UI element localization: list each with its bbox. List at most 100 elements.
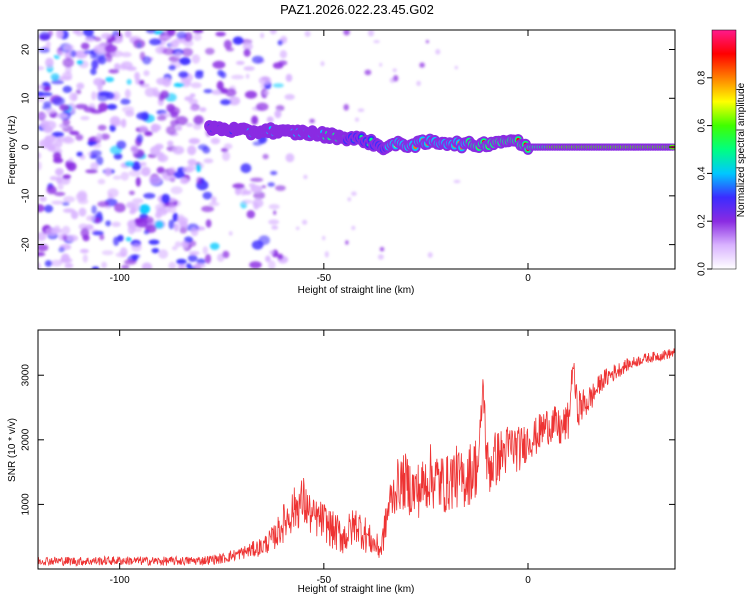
spectrogram-noise-cell xyxy=(160,35,172,40)
spectrogram-noise-cell xyxy=(38,161,42,171)
spectrogram-noise-cell xyxy=(97,82,103,92)
spectrogram-noise-cell xyxy=(285,73,293,82)
spectrogram-noise-cell xyxy=(76,82,85,90)
spectrogram-noise-cell xyxy=(162,77,172,87)
spectrogram-noise-cell xyxy=(39,196,47,202)
spectrogram-noise-cell xyxy=(91,266,100,269)
spectrogram-noise-cell xyxy=(114,202,126,213)
spectrogram-noise-cell xyxy=(168,64,176,71)
spectrogram-noise-cell xyxy=(258,76,272,85)
colorbar-tick-label: 0.4 xyxy=(697,166,708,180)
spectrogram-x-tick-label: -100 xyxy=(110,273,130,284)
spectrogram-noise-cell xyxy=(170,186,183,195)
colorbar-ticks: 0.0 0.2 0.4 0.6 0.8 xyxy=(697,70,712,276)
spectrogram-noise-cell xyxy=(127,224,136,235)
spectrogram-noise-cell xyxy=(435,49,441,55)
spectrogram-noise-cell xyxy=(269,250,275,255)
spectrogram-noise-cell xyxy=(70,49,77,58)
spectrogram-noise-cell xyxy=(275,185,286,192)
spectrogram-noise-cell xyxy=(260,32,265,39)
spectrogram-noise-cell xyxy=(76,151,83,157)
spectrogram-noise-cell xyxy=(379,62,383,67)
spectrogram-noise-cell xyxy=(69,130,80,136)
snr-y-tick-label: 2000 xyxy=(21,428,32,451)
spectrogram-noise-cell xyxy=(38,113,48,120)
spectrogram-noise-cell xyxy=(49,176,58,181)
spectrogram-noise-cell xyxy=(55,113,68,119)
spectrogram-noise-cell xyxy=(124,89,131,99)
spectrogram-x-tick-label: 0 xyxy=(525,273,531,284)
spectrogram-noise-cell xyxy=(90,67,97,76)
spectrogram-noise-cell xyxy=(93,36,102,42)
spectrogram-noise-cell xyxy=(94,217,101,224)
spectrogram-noise-cell xyxy=(70,210,79,220)
spectrogram-noise-cell xyxy=(272,83,284,88)
spectrogram-noise-cell xyxy=(220,71,227,79)
spectrogram-noise-cell xyxy=(187,254,198,262)
spectrogram-noise-cell xyxy=(141,262,153,269)
spectrogram-noise-cell xyxy=(251,115,259,125)
spectrogram-noise-cell xyxy=(195,164,202,173)
spectrogram-noise-cell xyxy=(62,119,71,126)
snr-x-tick-label: -100 xyxy=(110,575,130,586)
spectrogram-noise-cell xyxy=(175,116,188,126)
spectrogram-noise-cell xyxy=(136,133,144,144)
spectrogram-noise-cell xyxy=(65,234,79,242)
spectrogram-noise-cell xyxy=(61,253,70,263)
colorbar-tick-label: 0.8 xyxy=(697,70,708,84)
spectrogram-noise-cell xyxy=(157,152,165,162)
spectrogram-noise-cell xyxy=(266,116,274,123)
spectrogram-y-tick-label: -10 xyxy=(21,188,32,203)
spectrogram-noise-cell xyxy=(144,131,153,137)
spectrogram-y-tick-label: 0 xyxy=(21,144,32,150)
spectrogram-noise-cell xyxy=(97,56,107,65)
spectrogram-noise-cell xyxy=(175,51,182,59)
spectrogram-x-ticks: -100 -50 0 xyxy=(110,30,531,284)
spectrogram-noise-cell xyxy=(63,196,75,203)
spectrogram-noise-cell xyxy=(379,246,385,252)
spectrogram-noise-cell xyxy=(251,240,264,250)
spectrogram-noise-cell xyxy=(120,98,131,105)
spectrogram-noise-cell xyxy=(154,143,164,150)
spectrogram-noise-cell xyxy=(240,163,252,174)
spectrogram-noise-cell xyxy=(176,125,182,131)
spectrogram-noise-cell xyxy=(351,191,357,196)
spectrogram-noise-cell xyxy=(211,196,217,204)
spectrogram-noise-cell xyxy=(87,141,98,146)
spectrogram-noise-cell xyxy=(143,70,150,77)
spectrogram-noise-cell xyxy=(222,250,230,259)
spectrogram-noise-cell xyxy=(51,131,64,138)
spectrogram-noise-cell xyxy=(204,253,212,264)
spectrogram-noise-cell xyxy=(205,47,215,55)
spectrogram-noise-cell xyxy=(97,124,107,131)
spectrogram-noise-cell xyxy=(187,158,197,166)
spectrogram-noise-cell xyxy=(209,242,220,250)
spectrogram-noise-cell xyxy=(190,82,202,89)
spectrogram-noise-cell xyxy=(192,30,204,34)
spectrogram-noise-cell xyxy=(355,117,359,122)
spectrogram-noise-cell xyxy=(242,199,253,204)
spectrogram-noise-cell xyxy=(210,137,221,145)
spectrogram-noise-cell xyxy=(427,252,433,258)
spectrogram-noise-cell xyxy=(343,30,350,36)
spectrogram-noise-cell xyxy=(82,30,94,37)
spectrogram-noise-cell xyxy=(114,63,121,71)
spectrogram-noise-cell xyxy=(131,242,142,252)
spectrogram-noise-cell xyxy=(193,123,202,130)
spectrogram-noise-cell xyxy=(38,262,41,269)
spectrogram-noise-cell xyxy=(132,198,144,204)
snr-y-tick-label: 1000 xyxy=(21,493,32,516)
spectrogram-noise-cell xyxy=(216,80,224,91)
spectrogram-noise-cell xyxy=(45,227,59,237)
spectrogram-noise-cell xyxy=(91,91,97,101)
spectrogram-noise-cell xyxy=(159,90,170,99)
spectrogram-noise-cell xyxy=(285,153,295,163)
spectrogram-noise-cell xyxy=(184,96,194,102)
spectrogram-noise-cell xyxy=(166,30,176,37)
spectrogram-noise-cell xyxy=(75,103,88,110)
spectrogram-noise-cell xyxy=(151,248,160,254)
spectrogram-noise-cell xyxy=(156,115,167,121)
spectrogram-noise-cell xyxy=(223,143,233,150)
spectrogram-noise-cell xyxy=(51,79,64,85)
spectrogram-noise-cell xyxy=(115,252,127,258)
